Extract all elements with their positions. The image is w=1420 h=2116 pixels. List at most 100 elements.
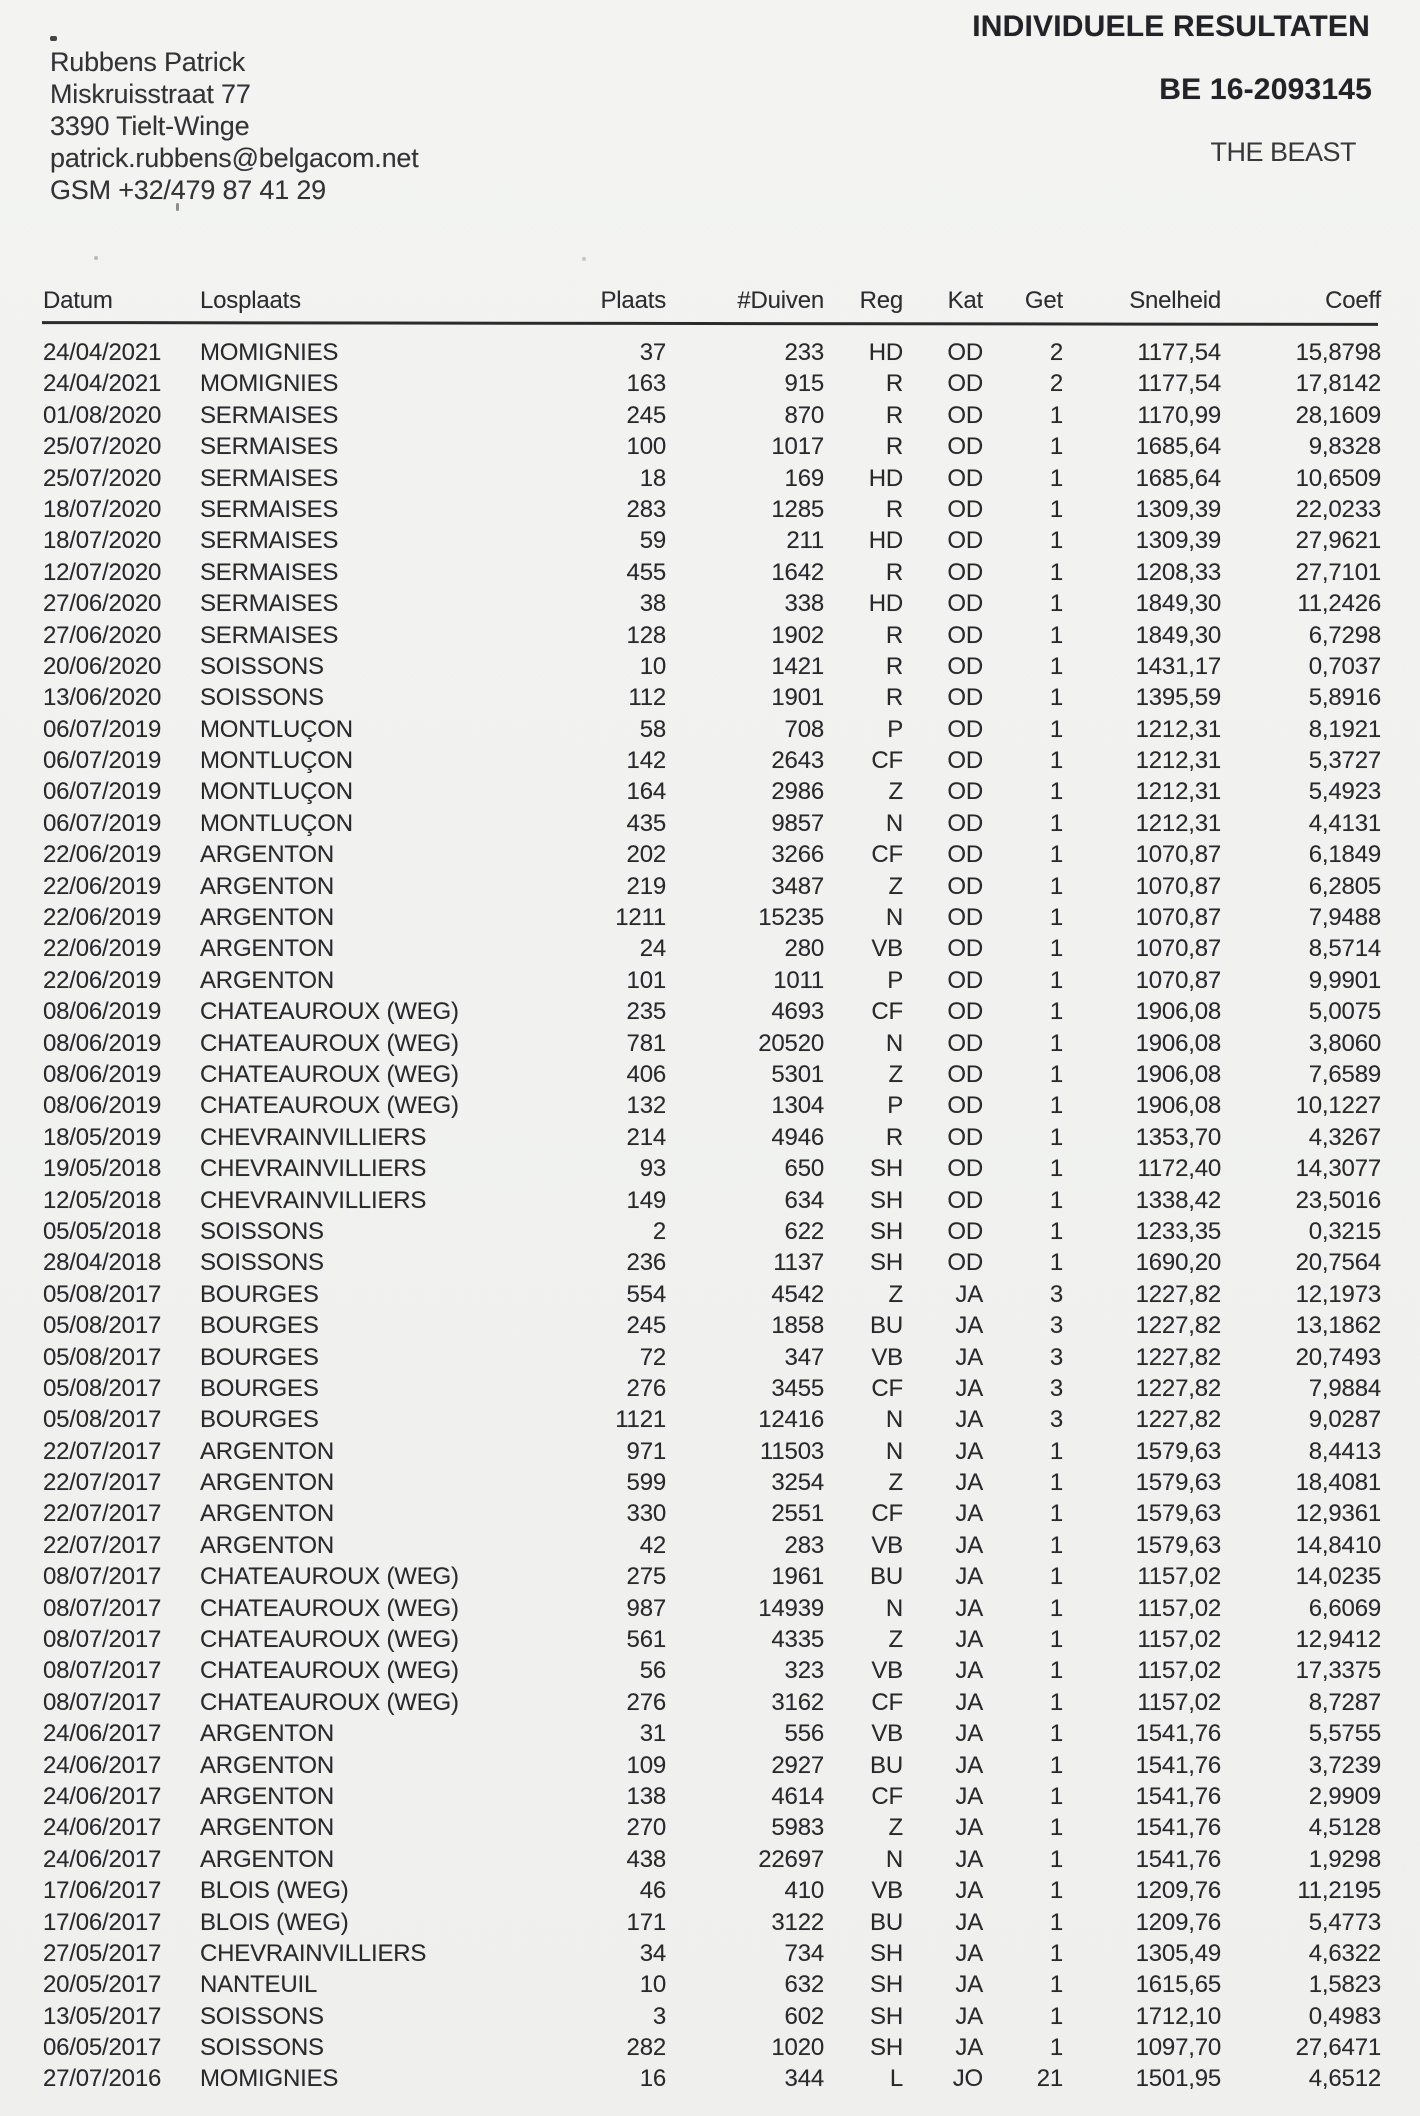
cell-coeff: 10,6509 [1295, 464, 1382, 492]
cell-coeff: 8,1921 [1308, 715, 1381, 743]
table-row: 08/07/2017 CHATEAUROUX (WEG) 56 323 VB JA 1 115… [0, 1655, 1420, 1686]
cell-datum: 08/07/2017 [43, 1594, 162, 1622]
cell-coeff: 23,5016 [1295, 1186, 1382, 1214]
scan-speck [582, 257, 586, 261]
cell-coeff: 4,4131 [1308, 809, 1381, 837]
cell-coeff: 1,5823 [1308, 1971, 1381, 1999]
cell-datum: 22/07/2017 [43, 1437, 162, 1465]
table-row: 06/05/2017 SOISSONS 282 1020 SH JA 1 1097,70 27,… [0, 2032, 1420, 2063]
cell-kat: OD [947, 841, 983, 869]
cell-kat: OD [947, 747, 983, 775]
cell-get: 1 [1049, 1500, 1063, 1528]
cell-datum: 12/05/2018 [43, 1186, 162, 1214]
cell-kat: OD [947, 495, 983, 523]
cell-kat: JA [955, 1594, 983, 1622]
cell-kat: JA [955, 1531, 983, 1559]
cell-duiven: 1642 [771, 558, 824, 586]
cell-datum: 08/06/2019 [43, 1060, 162, 1088]
cell-kat: JA [955, 1688, 983, 1716]
cell-coeff: 8,4413 [1308, 1437, 1381, 1465]
table-row: 17/06/2017 BLOIS (WEG) 171 3122 BU JA 1 1209,76… [0, 1907, 1420, 1938]
cell-duiven: 634 [784, 1186, 825, 1214]
cell-losplaats: CHATEAUROUX (WEG) [200, 1688, 459, 1716]
cell-get: 1 [1049, 1751, 1063, 1779]
cell-kat: OD [947, 872, 983, 900]
cell-duiven: 1421 [771, 652, 824, 680]
cell-datum: 05/08/2017 [43, 1312, 162, 1340]
cell-snelheid: 1615,65 [1135, 1971, 1222, 1999]
cell-plaats: 438 [626, 1845, 667, 1873]
table-row: 12/07/2020 SERMAISES 455 1642 R OD 1 1208,33 27,… [0, 557, 1420, 588]
cell-plaats: 330 [626, 1500, 667, 1528]
cell-snelheid: 1157,02 [1137, 1657, 1221, 1685]
cell-reg: HD [868, 464, 903, 492]
cell-coeff: 6,1849 [1308, 841, 1381, 869]
cell-coeff: 22,0233 [1295, 495, 1382, 523]
cell-duiven: 4542 [771, 1280, 824, 1308]
cell-plaats: 455 [626, 558, 667, 586]
cell-losplaats: SOISSONS [200, 2034, 324, 2062]
cell-datum: 28/04/2018 [43, 1249, 162, 1277]
cell-kat: OD [947, 527, 983, 555]
cell-coeff: 0,7037 [1308, 652, 1381, 680]
cell-plaats: 3 [652, 2002, 666, 2030]
cell-duiven: 556 [784, 1720, 825, 1748]
cell-kat: OD [947, 590, 983, 618]
cell-coeff: 2,9909 [1308, 1782, 1381, 1810]
cell-datum: 22/06/2019 [43, 904, 162, 932]
cell-coeff: 5,8916 [1308, 684, 1381, 712]
cell-plaats: 138 [626, 1782, 667, 1810]
cell-get: 1 [1049, 1971, 1063, 1999]
cell-duiven: 4335 [771, 1626, 824, 1654]
cell-coeff: 8,7287 [1308, 1688, 1381, 1716]
table-row: 22/06/2019 ARGENTON 24 280 VB OD 1 1070,87 8,571… [0, 933, 1420, 964]
table-row: 22/06/2019 ARGENTON 202 3266 CF OD 1 1070,87 6,1… [0, 839, 1420, 870]
cell-snelheid: 1338,42 [1135, 1186, 1222, 1214]
cell-kat: JA [955, 1406, 983, 1434]
table-row: 22/07/2017 ARGENTON 42 283 VB JA 1 1579,63 14,84… [0, 1530, 1420, 1561]
table-row: 08/07/2017 CHATEAUROUX (WEG) 987 14939 N JA 1 1… [0, 1593, 1420, 1624]
cell-plaats: 101 [626, 966, 667, 994]
results-table: 24/04/2021 MOMIGNIES 37 233 HD OD 2 1177,54 15,8… [0, 337, 1420, 2095]
cell-kat: OD [947, 998, 983, 1026]
cell-duiven: 11503 [760, 1437, 824, 1465]
cell-losplaats: SERMAISES [200, 401, 339, 429]
cell-duiven: 1011 [773, 966, 824, 994]
cell-plaats: 34 [639, 1939, 666, 1967]
cell-losplaats: CHATEAUROUX (WEG) [200, 1092, 459, 1120]
cell-coeff: 8,5714 [1308, 935, 1381, 963]
cell-datum: 05/08/2017 [43, 1280, 162, 1308]
table-row: 24/06/2017 ARGENTON 31 556 VB JA 1 1541,76 5,575… [0, 1718, 1420, 1749]
cell-losplaats: SERMAISES [200, 621, 339, 649]
cell-snelheid: 1157,02 [1137, 1688, 1221, 1716]
cell-reg: P [887, 715, 903, 743]
cell-datum: 22/07/2017 [43, 1531, 162, 1559]
cell-kat: JA [955, 1312, 983, 1340]
cell-reg: Z [888, 1814, 904, 1842]
cell-snelheid: 1227,82 [1135, 1280, 1222, 1308]
cell-reg: VB [871, 1531, 903, 1559]
cell-losplaats: SOISSONS [200, 652, 324, 680]
cell-coeff: 27,6471 [1295, 2034, 1382, 2062]
cell-datum: 24/06/2017 [43, 1845, 162, 1873]
cell-datum: 19/05/2018 [43, 1155, 162, 1183]
cell-plaats: 58 [639, 715, 666, 743]
cell-reg: SH [870, 2034, 903, 2062]
cell-reg: R [885, 370, 903, 398]
cell-losplaats: ARGENTON [200, 1720, 334, 1748]
cell-get: 1 [1049, 1877, 1063, 1905]
cell-duiven: 3266 [771, 841, 824, 869]
cell-reg: VB [871, 1877, 903, 1905]
cell-duiven: 410 [784, 1877, 825, 1905]
cell-datum: 08/06/2019 [43, 1092, 162, 1120]
cell-plaats: 56 [639, 1657, 666, 1685]
cell-coeff: 7,9488 [1308, 904, 1381, 932]
cell-get: 2 [1049, 339, 1063, 366]
cell-duiven: 632 [784, 1971, 825, 1999]
cell-plaats: 2 [652, 1217, 666, 1245]
cell-losplaats: MOMIGNIES [200, 370, 339, 398]
cell-get: 1 [1049, 464, 1063, 492]
table-row: 17/06/2017 BLOIS (WEG) 46 410 VB JA 1 1209,76 11… [0, 1875, 1420, 1906]
cell-losplaats: SERMAISES [200, 495, 339, 523]
cell-plaats: 171 [626, 1908, 667, 1936]
